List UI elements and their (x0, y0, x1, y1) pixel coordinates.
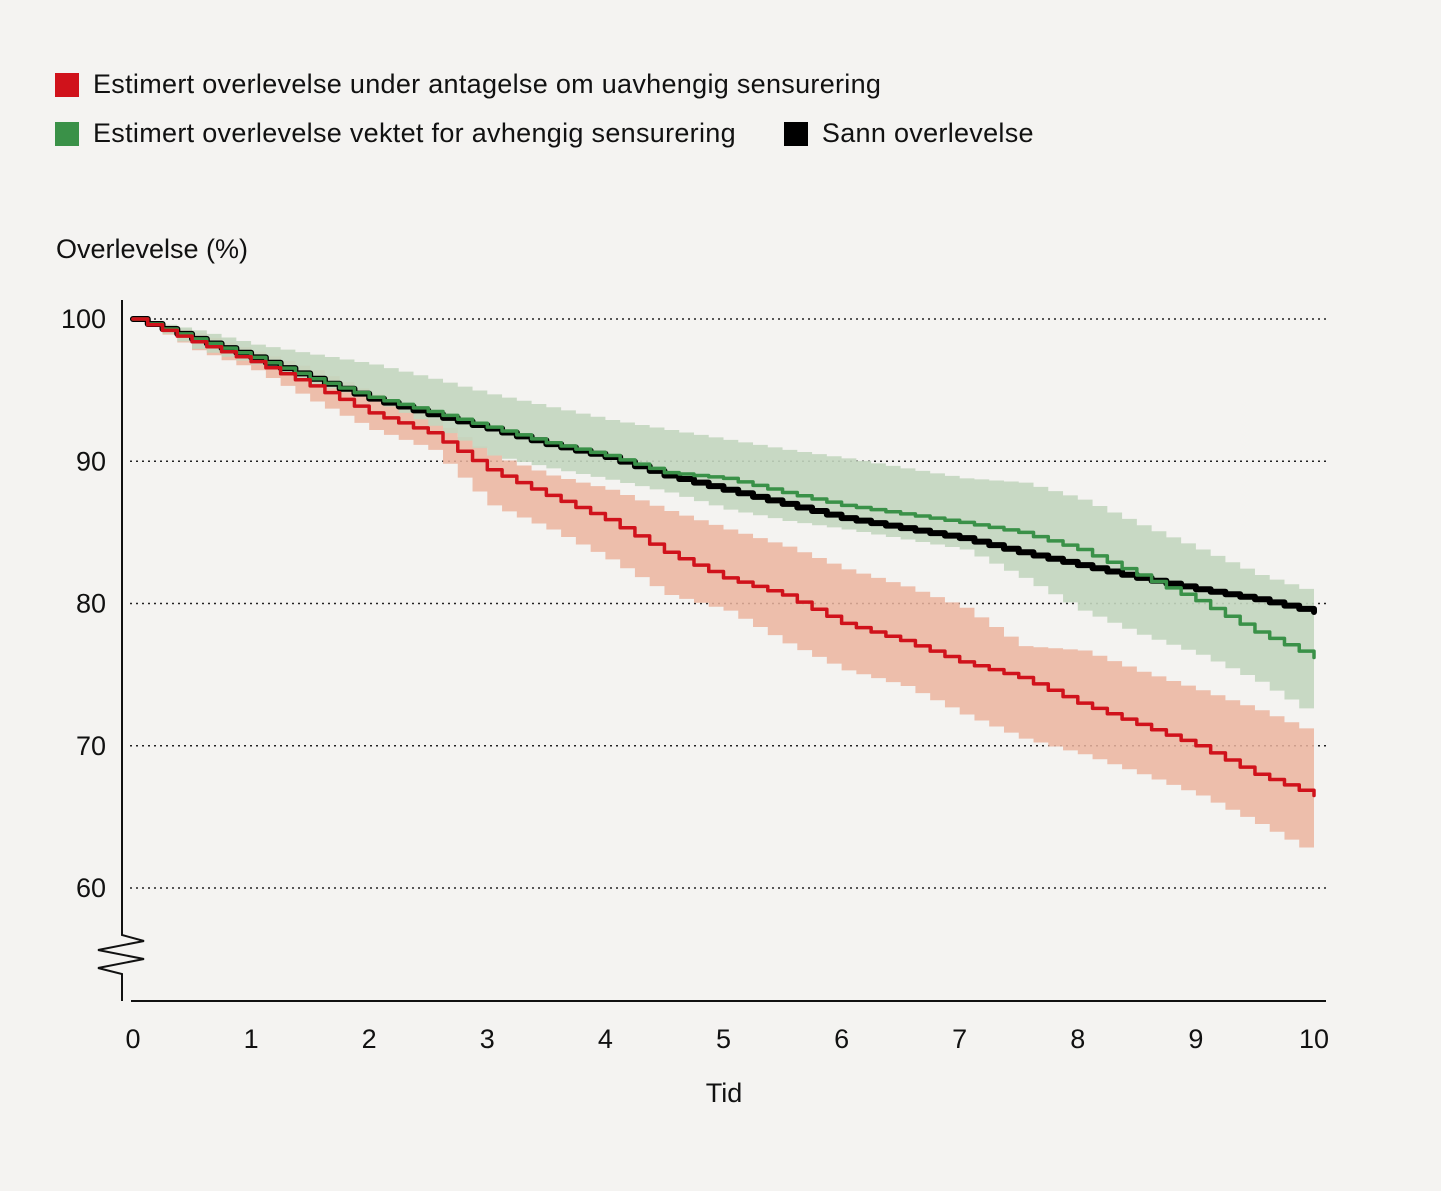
x-axis-label: Tid (706, 1078, 743, 1108)
legend-swatch-green (55, 121, 79, 146)
x-tick-label: 10 (1299, 1024, 1329, 1054)
x-tick-label: 8 (1070, 1024, 1085, 1054)
x-tick-label: 9 (1188, 1024, 1203, 1054)
y-axis (97, 300, 145, 1001)
x-tick-label: 7 (952, 1024, 967, 1054)
legend-item-independent: Estimert overlevelse under antagelse om … (55, 69, 881, 100)
legend: Estimert overlevelse under antagelse om … (55, 60, 1082, 158)
legend-item-weighted: Estimert overlevelse vektet for avhengig… (55, 118, 736, 149)
x-tick-label: 1 (244, 1024, 259, 1054)
x-tick-label: 3 (480, 1024, 495, 1054)
legend-label: Sann overlevelse (821, 118, 1034, 148)
legend-label: Estimert overlevelse under antagelse om … (93, 69, 882, 99)
y-tick-label: 90 (76, 446, 106, 476)
confidence-band (133, 319, 1314, 856)
x-tick-label: 0 (125, 1024, 140, 1054)
x-tick-label: 6 (834, 1024, 849, 1054)
legend-item-true: Sann overlevelse (783, 118, 1034, 149)
legend-swatch-black (783, 121, 808, 146)
y-axis-label: Overlevelse (%) (56, 234, 248, 264)
series-line (131, 317, 1316, 798)
legend-label: Estimert overlevelse vektet for avhengig… (93, 118, 736, 148)
y-tick-label: 60 (76, 873, 106, 903)
series-line (131, 317, 1316, 660)
y-tick-label: 70 (76, 731, 106, 761)
confidence-band (133, 319, 1314, 718)
y-tick-label: 100 (61, 304, 106, 334)
y-tick-label: 80 (76, 589, 106, 619)
x-tick-label: 2 (362, 1024, 377, 1054)
x-tick-label: 5 (716, 1024, 731, 1054)
legend-swatch-red (55, 72, 79, 97)
x-tick-label: 4 (598, 1024, 613, 1054)
